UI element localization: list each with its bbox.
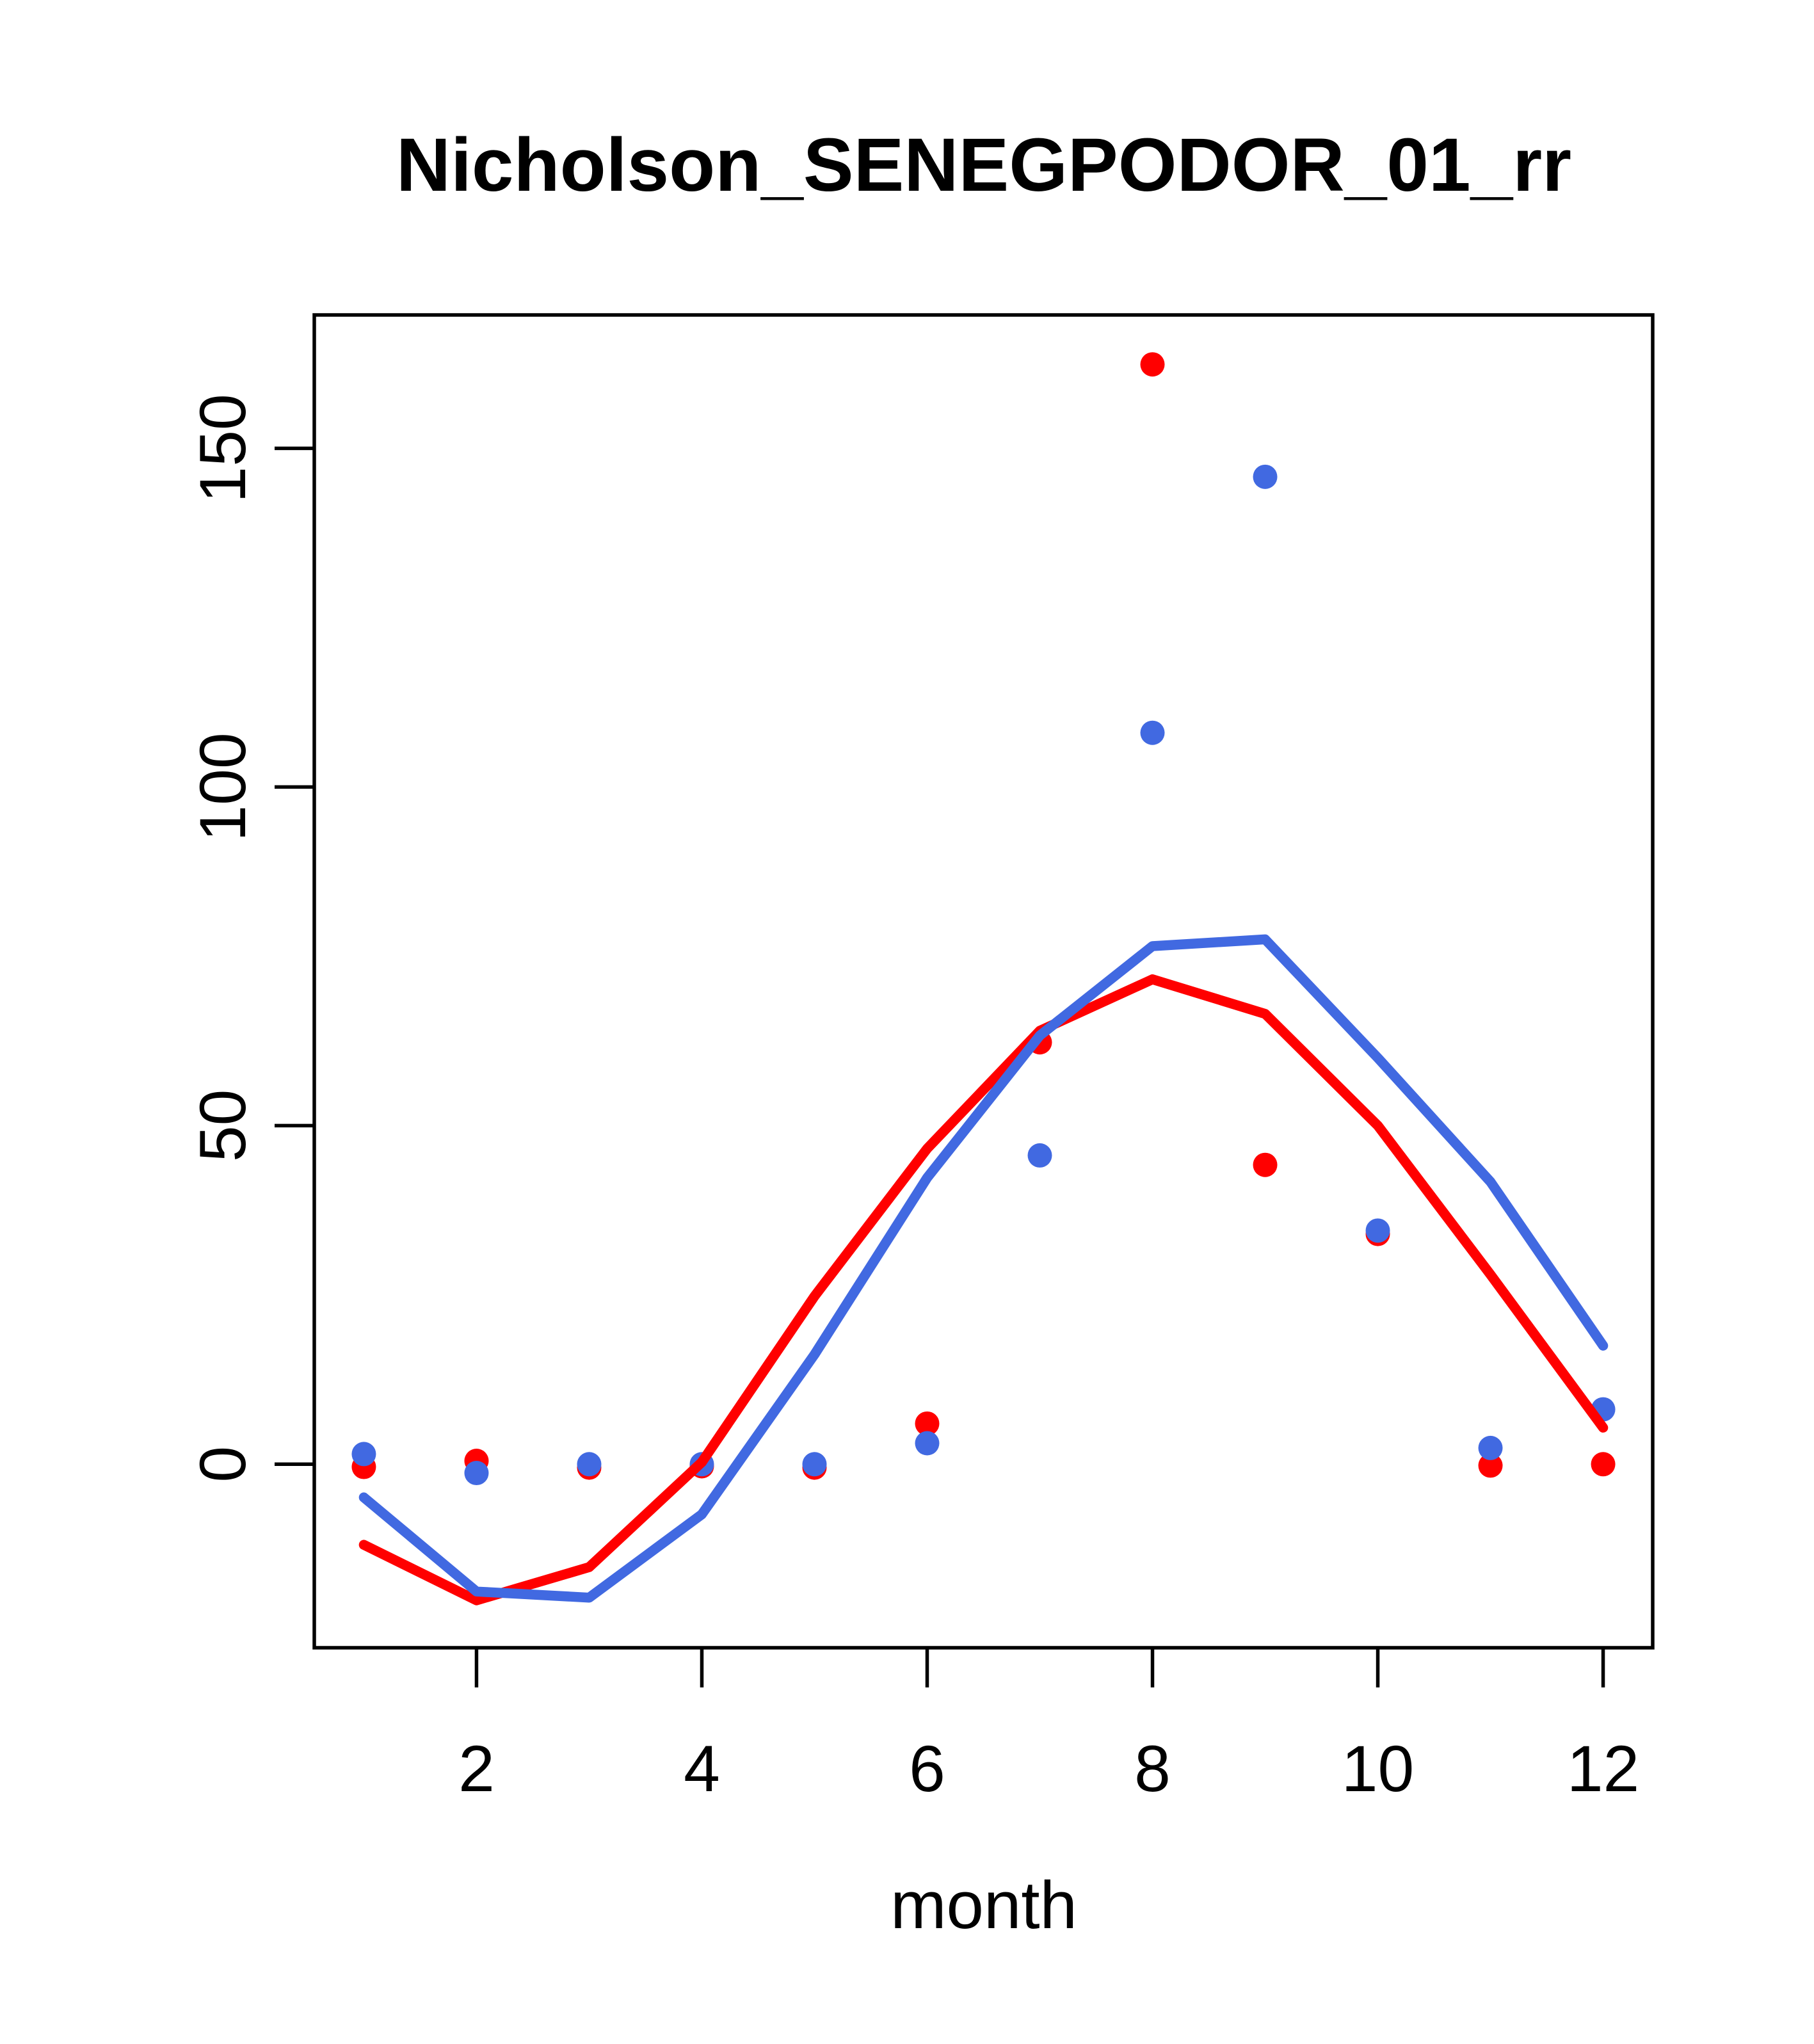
blue-point	[1365, 1218, 1390, 1243]
red-point	[1140, 352, 1165, 377]
blue-point	[577, 1452, 602, 1477]
red-point	[915, 1411, 940, 1436]
y-tick-label: 150	[186, 394, 259, 503]
blue-point	[1140, 720, 1165, 745]
x-tick-label: 10	[1342, 1732, 1414, 1805]
x-tick-label: 12	[1567, 1732, 1639, 1805]
blue-point	[351, 1442, 376, 1467]
blue-point	[464, 1461, 489, 1486]
red-point	[1253, 1152, 1278, 1177]
y-tick-label: 0	[186, 1446, 259, 1483]
red-point	[1478, 1453, 1503, 1478]
data-marks-layer	[351, 352, 1616, 1605]
blue-point	[1027, 1143, 1052, 1168]
x-tick-label: 6	[909, 1732, 945, 1805]
x-tick-label: 2	[458, 1732, 495, 1805]
blue-fit-line	[358, 934, 1609, 1603]
chart-title: Nicholson_SENEGPODOR_01_rr	[396, 123, 1571, 207]
x-axis-label: month	[890, 1868, 1077, 1943]
y-tick-label: 100	[186, 732, 259, 841]
x-tick-label: 4	[684, 1732, 720, 1805]
axis-ticks-layer: 2 4 6 8 10 12 0 50 100 150	[186, 394, 1639, 1805]
blue-point	[1478, 1435, 1503, 1460]
blue-point	[915, 1431, 940, 1456]
x-tick-label: 8	[1134, 1732, 1171, 1805]
y-tick-label: 50	[186, 1090, 259, 1162]
red-fit-line	[358, 974, 1609, 1605]
red-point	[1591, 1452, 1616, 1477]
blue-point	[802, 1452, 827, 1477]
blue-point	[1253, 464, 1278, 489]
plot-border	[312, 313, 1655, 1650]
